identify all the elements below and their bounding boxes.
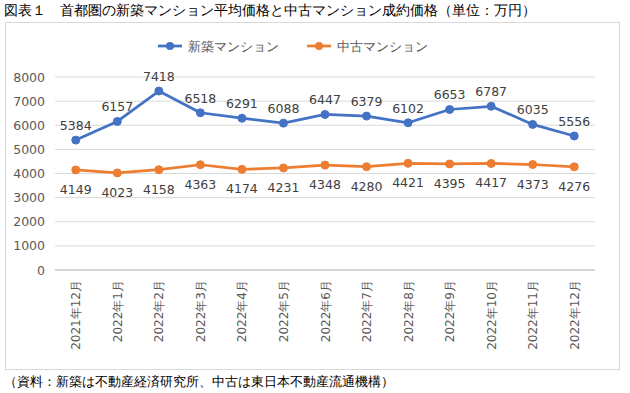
series-marker bbox=[529, 120, 537, 128]
legend-label: 新築マンション bbox=[188, 39, 279, 54]
grid-line bbox=[55, 77, 595, 78]
series-marker bbox=[238, 165, 246, 173]
chart-svg: 図表１ 首都圏の新築マンション平均価格と中古マンション成約価格（単位：万円） 0 1… bbox=[0, 0, 630, 393]
data-label: 5556 bbox=[558, 114, 590, 129]
series-marker bbox=[446, 105, 454, 113]
chart-frame bbox=[6, 23, 620, 370]
data-label: 4417 bbox=[475, 175, 507, 190]
x-tick-label: 2022年4月 bbox=[235, 280, 249, 342]
series-marker bbox=[155, 166, 163, 174]
marks bbox=[72, 87, 578, 177]
series-marker bbox=[404, 159, 412, 167]
x-tick-label: 2022年9月 bbox=[443, 280, 457, 342]
series-marker bbox=[570, 132, 578, 140]
series-marker bbox=[487, 102, 495, 110]
grid-line bbox=[55, 245, 595, 246]
data-labels: 5384 6157 7418 6518 6291 6088 6447 6379 6102 6653… bbox=[60, 69, 590, 200]
x-tick-label: 2022年5月 bbox=[277, 280, 291, 342]
x-tick-label: 2022年2月 bbox=[152, 280, 166, 342]
data-label: 6102 bbox=[392, 101, 424, 116]
grid-line bbox=[55, 125, 595, 126]
grid-line bbox=[55, 221, 595, 222]
legend-marker bbox=[166, 42, 174, 50]
data-label: 6088 bbox=[268, 101, 300, 116]
data-label: 6379 bbox=[351, 94, 383, 109]
data-label: 7418 bbox=[143, 69, 175, 84]
data-label: 4158 bbox=[143, 182, 175, 197]
x-tick-label: 2022年6月 bbox=[319, 280, 333, 342]
data-label: 4149 bbox=[60, 182, 92, 197]
x-tick-label: 2022年11月 bbox=[526, 280, 540, 350]
x-tick-label: 2022年7月 bbox=[360, 280, 374, 342]
series-marker bbox=[196, 161, 204, 169]
series-marker bbox=[321, 110, 329, 118]
x-tick-label: 2022年1月 bbox=[111, 280, 125, 342]
data-label: 6035 bbox=[517, 102, 549, 117]
series-marker bbox=[446, 160, 454, 168]
data-label: 6157 bbox=[101, 99, 133, 114]
x-tick-label: 2022年10月 bbox=[485, 280, 499, 350]
data-label: 4363 bbox=[184, 177, 216, 192]
data-label: 4373 bbox=[517, 177, 549, 192]
title: 図表１ 首都圏の新築マンション平均価格と中古マンション成約価格（単位：万円） bbox=[4, 2, 536, 18]
y-tick-label: 6000 bbox=[13, 118, 45, 133]
source-note: （資料：新築は不動産経済研究所、中古は東日本不動産流通機構） bbox=[4, 374, 394, 389]
series-marker bbox=[155, 87, 163, 95]
y-tick-label: 0 bbox=[37, 263, 45, 278]
legend: 新築マンション 中古マンション bbox=[158, 39, 428, 54]
data-label: 6291 bbox=[226, 96, 258, 111]
grid-line bbox=[55, 173, 595, 174]
y-tick-label: 2000 bbox=[13, 214, 45, 229]
series-marker bbox=[279, 164, 287, 172]
grid-line bbox=[55, 149, 595, 150]
y-tick-label: 4000 bbox=[13, 166, 45, 181]
series-marker bbox=[570, 163, 578, 171]
legend-marker bbox=[315, 42, 323, 50]
data-label: 4280 bbox=[351, 179, 383, 194]
data-label: 4276 bbox=[558, 179, 590, 194]
data-label: 6447 bbox=[309, 92, 341, 107]
data-label: 4023 bbox=[101, 185, 133, 200]
series-marker bbox=[487, 159, 495, 167]
series-marker bbox=[72, 136, 80, 144]
legend-label: 中古マンション bbox=[337, 39, 428, 54]
series-marker bbox=[196, 109, 204, 117]
x-tick-label: 2022年12月 bbox=[568, 280, 582, 350]
data-label: 5384 bbox=[60, 118, 92, 133]
y-tick-label: 1000 bbox=[13, 238, 45, 253]
series-marker bbox=[321, 161, 329, 169]
grid-line bbox=[55, 197, 595, 198]
data-label: 6787 bbox=[475, 84, 507, 99]
series-marker bbox=[72, 166, 80, 174]
series-marker bbox=[529, 161, 537, 169]
series-marker bbox=[279, 119, 287, 127]
data-label: 4395 bbox=[434, 176, 466, 191]
series-marker bbox=[238, 114, 246, 122]
data-label: 4421 bbox=[392, 175, 424, 190]
data-label: 4231 bbox=[268, 180, 300, 195]
series-marker bbox=[113, 169, 121, 177]
data-label: 6653 bbox=[434, 87, 466, 102]
series-marker bbox=[404, 119, 412, 127]
y-tick-label: 7000 bbox=[13, 94, 45, 109]
data-label: 4348 bbox=[309, 177, 341, 192]
grid bbox=[55, 77, 595, 270]
x-tick-label: 2022年3月 bbox=[194, 280, 208, 342]
x-tick-label: 2022年8月 bbox=[402, 280, 416, 342]
series-marker bbox=[363, 163, 371, 171]
series-marker bbox=[363, 112, 371, 120]
y-tick-label: 8000 bbox=[13, 70, 45, 85]
x-tick-label: 2021年12月 bbox=[69, 280, 83, 350]
series-marker bbox=[113, 117, 121, 125]
grid-line bbox=[55, 270, 595, 271]
y-tick-label: 3000 bbox=[13, 190, 45, 205]
data-label: 4174 bbox=[226, 181, 258, 196]
x-axis-line bbox=[55, 270, 595, 271]
data-label: 6518 bbox=[184, 91, 216, 106]
y-tick-label: 5000 bbox=[13, 142, 45, 157]
